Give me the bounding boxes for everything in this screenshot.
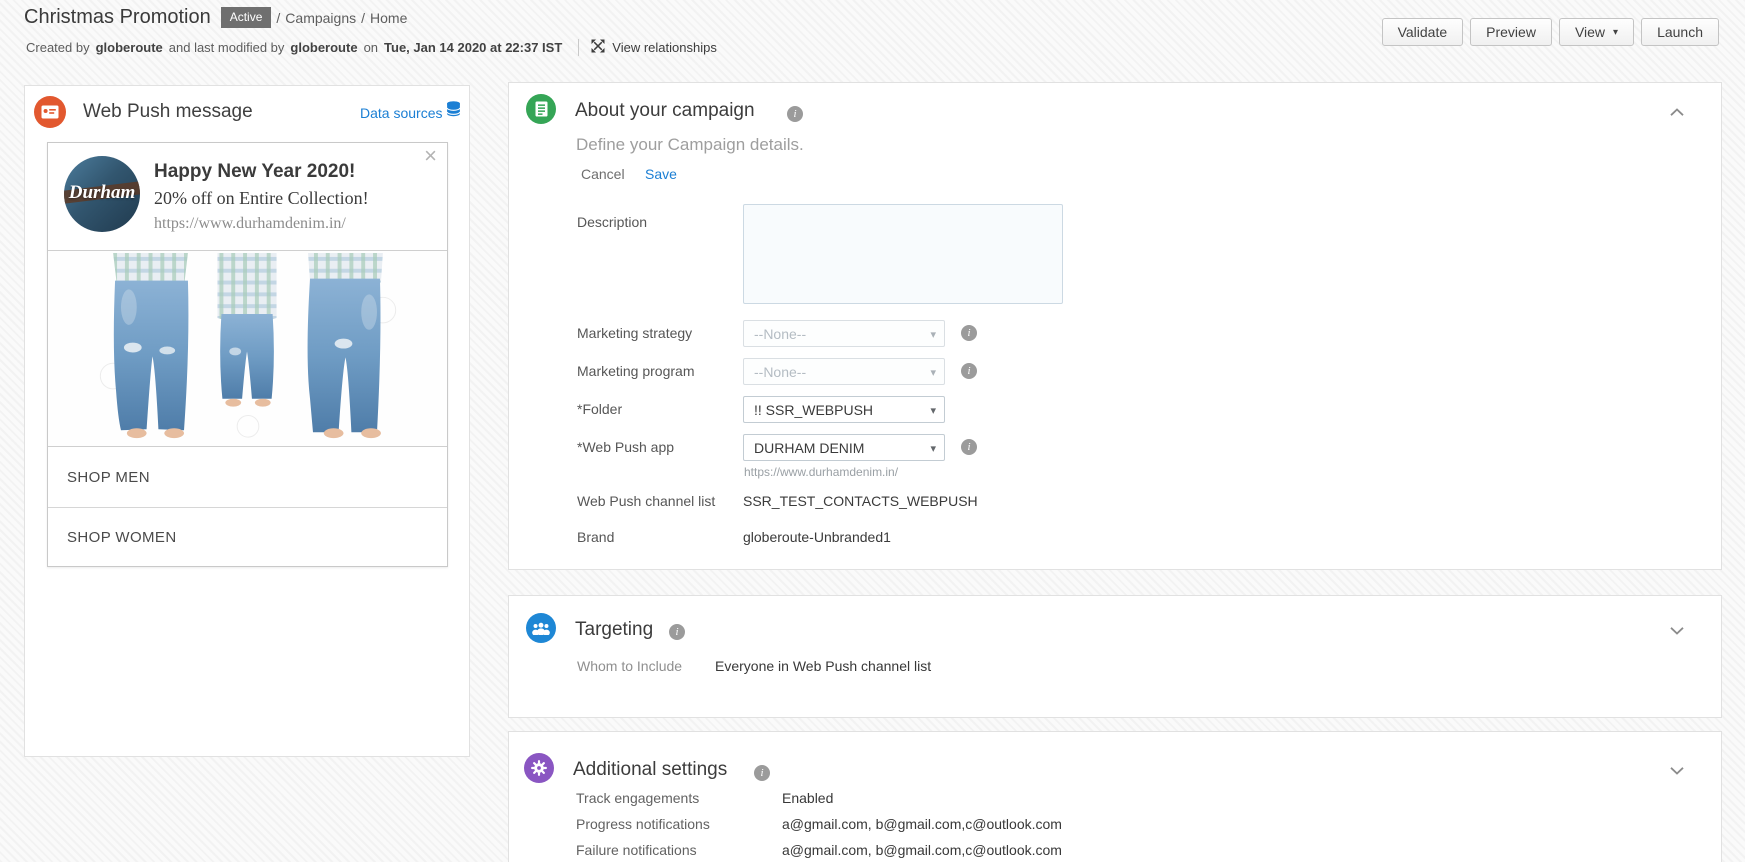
page-title: Christmas Promotion	[24, 6, 211, 28]
targeting-section-title: Targeting	[575, 619, 654, 640]
close-icon[interactable]: ×	[424, 143, 437, 168]
cancel-link[interactable]: Cancel	[581, 166, 625, 182]
relationships-icon	[591, 39, 605, 56]
view-dropdown-label: View	[1574, 24, 1606, 40]
targeting-section: Targeting i Whom to Include Everyone in …	[508, 595, 1722, 718]
whom-to-include-label: Whom to Include	[577, 658, 683, 674]
header-actions: Validate Preview View ▾ Launch	[1381, 18, 1719, 46]
caret-down-icon: ▾	[930, 367, 936, 379]
header-title-row: Christmas Promotion Active / Campaigns /…	[24, 6, 407, 29]
push-url: https://www.durhamdenim.in/	[154, 215, 346, 232]
caret-down-icon: ▾	[1613, 26, 1619, 38]
track-engagements-label: Track engagements	[576, 790, 700, 806]
about-info-icon[interactable]: i	[787, 106, 803, 122]
shop-women-button[interactable]: SHOP WOMEN	[48, 507, 447, 567]
targeting-info-icon[interactable]: i	[669, 624, 685, 640]
marketing-strategy-label: Marketing strategy	[577, 325, 693, 341]
collapse-chevron-up-icon[interactable]	[1665, 103, 1689, 121]
push-body: 20% off on Entire Collection!	[154, 188, 369, 208]
whom-to-include-value: Everyone in Web Push channel list	[715, 658, 932, 674]
expand-chevron-down-icon[interactable]	[1665, 761, 1689, 779]
caret-down-icon: ▾	[930, 405, 936, 417]
meta-created-prefix: Created by	[26, 40, 90, 55]
about-campaign-icon	[526, 94, 556, 124]
channel-list-label: Web Push channel list	[577, 493, 716, 509]
brand-label: Brand	[577, 529, 615, 545]
push-notification-preview: Durham Happy New Year 2020! 20% off on E…	[47, 142, 448, 567]
view-relationships-label: View relationships	[612, 40, 717, 55]
data-sources-link[interactable]: Data sources	[360, 105, 443, 121]
push-title: Happy New Year 2020!	[154, 161, 356, 182]
meta-modified-at: Tue, Jan 14 2020 at 22:37 IST	[384, 40, 563, 55]
additional-settings-gear-icon	[524, 753, 554, 783]
additional-settings-title: Additional settings	[573, 759, 728, 780]
meta-modified-by: globeroute	[290, 40, 358, 55]
web-push-message-icon	[34, 96, 66, 128]
breadcrumb-home[interactable]: Home	[370, 9, 408, 26]
launch-button[interactable]: Launch	[1641, 18, 1719, 46]
view-relationships-link[interactable]: View relationships	[591, 39, 717, 56]
durham-logo: Durham	[64, 156, 140, 232]
durham-logo-text: Durham	[68, 182, 136, 203]
failure-notifications-label: Failure notifications	[576, 842, 697, 858]
jeans-photo	[48, 250, 447, 447]
marketing-strategy-info-icon[interactable]: i	[961, 325, 977, 341]
divider	[578, 39, 580, 56]
folder-value: !! SSR_WEBPUSH	[754, 401, 874, 418]
about-campaign-section: About your campaign i Define your Campai…	[508, 82, 1722, 570]
folder-select[interactable]: !! SSR_WEBPUSH ▾	[743, 396, 945, 423]
description-label: Description	[577, 214, 648, 230]
webpush-app-select[interactable]: DURHAM DENIM ▾	[743, 434, 945, 461]
meta-row: Created by globeroute and last modified …	[24, 39, 717, 56]
breadcrumb-separator: /	[361, 9, 366, 26]
track-engagements-value: Enabled	[782, 790, 834, 806]
web-push-message-panel: Web Push message Data sources Durham Hap…	[24, 85, 470, 757]
channel-list-value: SSR_TEST_CONTACTS_WEBPUSH	[743, 493, 978, 509]
breadcrumb-separator: /	[276, 9, 281, 26]
marketing-program-value: --None--	[754, 363, 807, 380]
additional-settings-info-icon[interactable]: i	[754, 765, 770, 781]
expand-chevron-down-icon[interactable]	[1665, 621, 1689, 639]
status-badge: Active	[220, 7, 272, 28]
validate-button[interactable]: Validate	[1381, 18, 1464, 46]
marketing-strategy-select[interactable]: --None-- ▾	[743, 320, 945, 347]
marketing-program-select[interactable]: --None-- ▾	[743, 358, 945, 385]
additional-settings-section: Additional settings i Track engagements …	[508, 731, 1722, 862]
webpush-app-url: https://www.durhamdenim.in/	[744, 465, 899, 479]
marketing-program-info-icon[interactable]: i	[961, 363, 977, 379]
about-subtitle: Define your Campaign details.	[576, 135, 804, 154]
failure-notifications-value: a@gmail.com, b@gmail.com,c@outlook.com	[782, 842, 1062, 858]
save-link[interactable]: Save	[645, 166, 677, 182]
webpush-app-info-icon[interactable]: i	[961, 439, 977, 455]
webpush-app-label: *Web Push app	[577, 439, 675, 455]
about-section-title: About your campaign	[575, 100, 755, 121]
description-textarea[interactable]	[743, 204, 1063, 304]
message-panel-title: Web Push message	[83, 101, 253, 122]
caret-down-icon: ▾	[930, 443, 936, 455]
progress-notifications-label: Progress notifications	[576, 816, 710, 832]
targeting-icon	[526, 613, 556, 643]
view-dropdown-button[interactable]: View ▾	[1558, 18, 1635, 46]
progress-notifications-value: a@gmail.com, b@gmail.com,c@outlook.com	[782, 816, 1062, 832]
marketing-program-label: Marketing program	[577, 363, 695, 379]
folder-label: *Folder	[577, 401, 623, 417]
caret-down-icon: ▾	[930, 329, 936, 341]
breadcrumb-campaigns[interactable]: Campaigns	[285, 9, 357, 26]
meta-created-by: globeroute	[95, 40, 163, 55]
database-icon[interactable]	[446, 101, 461, 122]
brand-value: globeroute-Unbranded1	[743, 529, 891, 545]
meta-modified-mid: and last modified by	[168, 40, 285, 55]
webpush-app-value: DURHAM DENIM	[754, 439, 865, 456]
preview-button[interactable]: Preview	[1470, 18, 1552, 46]
marketing-strategy-value: --None--	[754, 325, 807, 342]
push-preview-header: Durham Happy New Year 2020! 20% off on E…	[48, 143, 447, 250]
meta-on: on	[363, 40, 379, 55]
shop-men-button[interactable]: SHOP MEN	[67, 468, 150, 486]
